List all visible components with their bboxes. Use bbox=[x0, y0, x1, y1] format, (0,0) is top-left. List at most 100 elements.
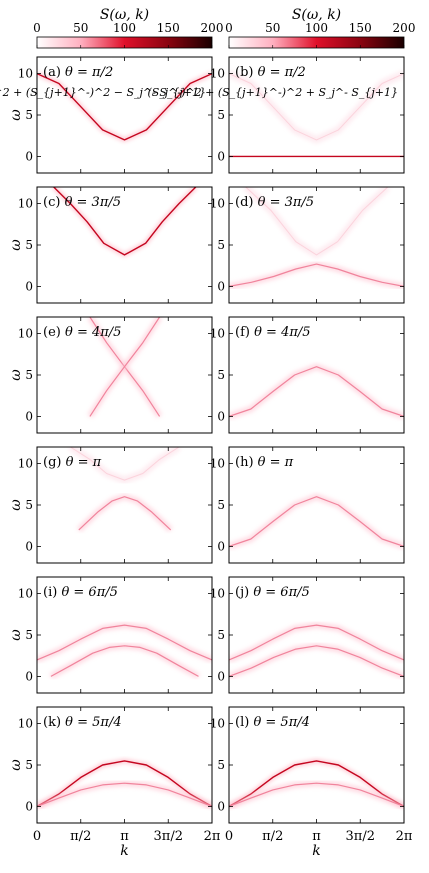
panel-letter: (i) bbox=[43, 585, 61, 600]
dispersion-curve-band bbox=[37, 72, 212, 141]
panel-letter: (d) bbox=[235, 195, 258, 210]
colorbar-tick-label: 200 bbox=[393, 21, 416, 35]
operator-annotation: (S_j^-)^2 + (S_{j+1}^-)^2 − S_j^- S_{j+1… bbox=[0, 86, 206, 99]
x-axis-label: k bbox=[120, 843, 128, 859]
panels: 0 5 10 ω (a) θ = π/2 (S_j^-)^2 + (S_{j+1}^-)^… bbox=[0, 56, 405, 824]
colorbar-tick-label: 200 bbox=[201, 21, 224, 35]
panel-letter: (h) bbox=[235, 455, 258, 470]
panel-background bbox=[37, 187, 212, 303]
dispersion-curve-upper bbox=[229, 73, 404, 141]
panel-f: 0 5 10 (f) θ = 4π/5 bbox=[210, 316, 405, 434]
colorbar-1: S(ω, k) 0 50 100 150 200 bbox=[225, 7, 416, 49]
panel-letter: (g) bbox=[43, 455, 66, 470]
dispersion-curve-upper bbox=[245, 187, 389, 256]
dispersion-curve-lower bbox=[50, 645, 199, 677]
colorbar-label: S(ω, k) bbox=[100, 7, 149, 23]
y-axis-label: ω bbox=[8, 759, 24, 771]
panel-label: (i) θ = 6π/5 bbox=[43, 585, 118, 600]
dispersion-curve-lower bbox=[229, 645, 404, 677]
y-tick-label: 5 bbox=[25, 108, 33, 122]
y-tick-label: 0 bbox=[217, 149, 225, 163]
y-tick-label: 5 bbox=[217, 758, 225, 772]
y-tick-label: 5 bbox=[25, 498, 33, 512]
dispersion-curve-upper bbox=[70, 447, 180, 481]
y-axis-label: ω bbox=[8, 629, 24, 641]
y-tick-label: 10 bbox=[18, 457, 33, 471]
dispersion-curve-band bbox=[229, 496, 404, 547]
panel-i: 0 5 10 ω (i) θ = 6π/5 bbox=[8, 576, 213, 694]
panel-label: (e) θ = 4π/5 bbox=[43, 325, 121, 340]
panel-theta: θ = 6π/5 bbox=[61, 585, 117, 600]
y-tick-label: 5 bbox=[25, 238, 33, 252]
y-tick-label: 0 bbox=[217, 669, 225, 683]
y-tick-label: 5 bbox=[217, 108, 225, 122]
y-tick-label: 10 bbox=[210, 197, 225, 211]
panel-background bbox=[229, 447, 404, 563]
y-tick-label: 0 bbox=[25, 539, 33, 553]
x-axis-1: 0 π/2 π 3π/2 2π k bbox=[225, 829, 413, 859]
y-tick-label: 5 bbox=[25, 758, 33, 772]
x-tick-label: 2π bbox=[396, 829, 413, 844]
dispersion-curve-band bbox=[229, 366, 404, 417]
x-axis-0: 0 π/2 π 3π/2 2π k bbox=[33, 829, 221, 859]
panel-letter: (c) bbox=[43, 195, 65, 210]
colorbar-0: S(ω, k) 0 50 100 150 200 bbox=[33, 7, 224, 49]
panel-e: 0 5 10 ω (e) θ = 4π/5 bbox=[8, 316, 213, 434]
panel-g: 0 5 10 ω (g) θ = π bbox=[8, 446, 213, 564]
panel-letter: (a) bbox=[43, 65, 65, 80]
panel-theta: θ = π/2 bbox=[258, 65, 306, 80]
panel-theta: θ = 5π/4 bbox=[253, 715, 309, 730]
y-tick-label: 10 bbox=[18, 67, 33, 81]
y-tick-label: 0 bbox=[217, 409, 225, 423]
panel-theta: θ = 5π/4 bbox=[65, 715, 121, 730]
panel-letter: (k) bbox=[43, 715, 65, 730]
x-tick-label: π bbox=[120, 829, 129, 844]
panel-background bbox=[37, 447, 212, 563]
panel-label: (d) θ = 3π/5 bbox=[235, 195, 314, 210]
dispersion-curve-band bbox=[53, 187, 197, 256]
panel-background bbox=[37, 317, 212, 433]
panel-background bbox=[37, 707, 212, 823]
y-tick-label: 0 bbox=[217, 279, 225, 293]
panel-label: (b) θ = π/2 bbox=[235, 65, 306, 80]
panel-background bbox=[229, 317, 404, 433]
x-tick-label: π bbox=[312, 829, 321, 844]
colorbar-tick-label: 100 bbox=[113, 21, 136, 35]
dispersion-curve-lower bbox=[78, 496, 172, 531]
dispersion-curve-upper bbox=[37, 624, 212, 661]
y-axis-label: ω bbox=[8, 499, 24, 511]
panel-k: 0 5 10 ω (k) θ = 5π/4 bbox=[8, 706, 213, 824]
y-tick-label: 0 bbox=[217, 539, 225, 553]
panel-d: 0 5 10 (d) θ = 3π/5 bbox=[210, 186, 405, 304]
y-tick-label: 0 bbox=[25, 149, 33, 163]
y-tick-label: 0 bbox=[25, 799, 33, 813]
y-axis-label: ω bbox=[8, 109, 24, 121]
dispersion-curve-upper bbox=[37, 760, 212, 808]
panel-background bbox=[229, 577, 404, 693]
y-tick-label: 5 bbox=[25, 368, 33, 382]
panel-theta: θ = π bbox=[66, 455, 102, 470]
colorbar-tick-label: 150 bbox=[349, 21, 372, 35]
dispersion-curve-lower bbox=[229, 782, 404, 807]
y-tick-label: 10 bbox=[18, 327, 33, 341]
panel-background bbox=[229, 707, 404, 823]
colorbar-tick-label: 0 bbox=[33, 21, 41, 35]
panel-background bbox=[229, 57, 404, 173]
y-tick-label: 10 bbox=[18, 587, 33, 601]
panel-label: (c) θ = 3π/5 bbox=[43, 195, 121, 210]
y-tick-label: 0 bbox=[25, 279, 33, 293]
y-tick-label: 5 bbox=[25, 628, 33, 642]
dispersion-curve-x2 bbox=[89, 317, 161, 417]
operator-annotation: (S_j^-)^2 + (S_{j+1}^-)^2 + S_j^- S_{j+1… bbox=[147, 86, 398, 99]
panel-letter: (b) bbox=[235, 65, 258, 80]
panel-theta: θ = π/2 bbox=[65, 65, 113, 80]
panel-a: 0 5 10 ω (a) θ = π/2 (S_j^-)^2 + (S_{j+1}^-)^… bbox=[0, 56, 213, 174]
panel-label: (k) θ = 5π/4 bbox=[43, 715, 122, 730]
y-tick-label: 0 bbox=[25, 669, 33, 683]
panel-theta: θ = 3π/5 bbox=[258, 195, 314, 210]
x-tick-label: 3π/2 bbox=[154, 829, 183, 844]
y-tick-label: 0 bbox=[25, 409, 33, 423]
colorbar-tick-label: 150 bbox=[157, 21, 180, 35]
colorbar-label: S(ω, k) bbox=[292, 7, 341, 23]
